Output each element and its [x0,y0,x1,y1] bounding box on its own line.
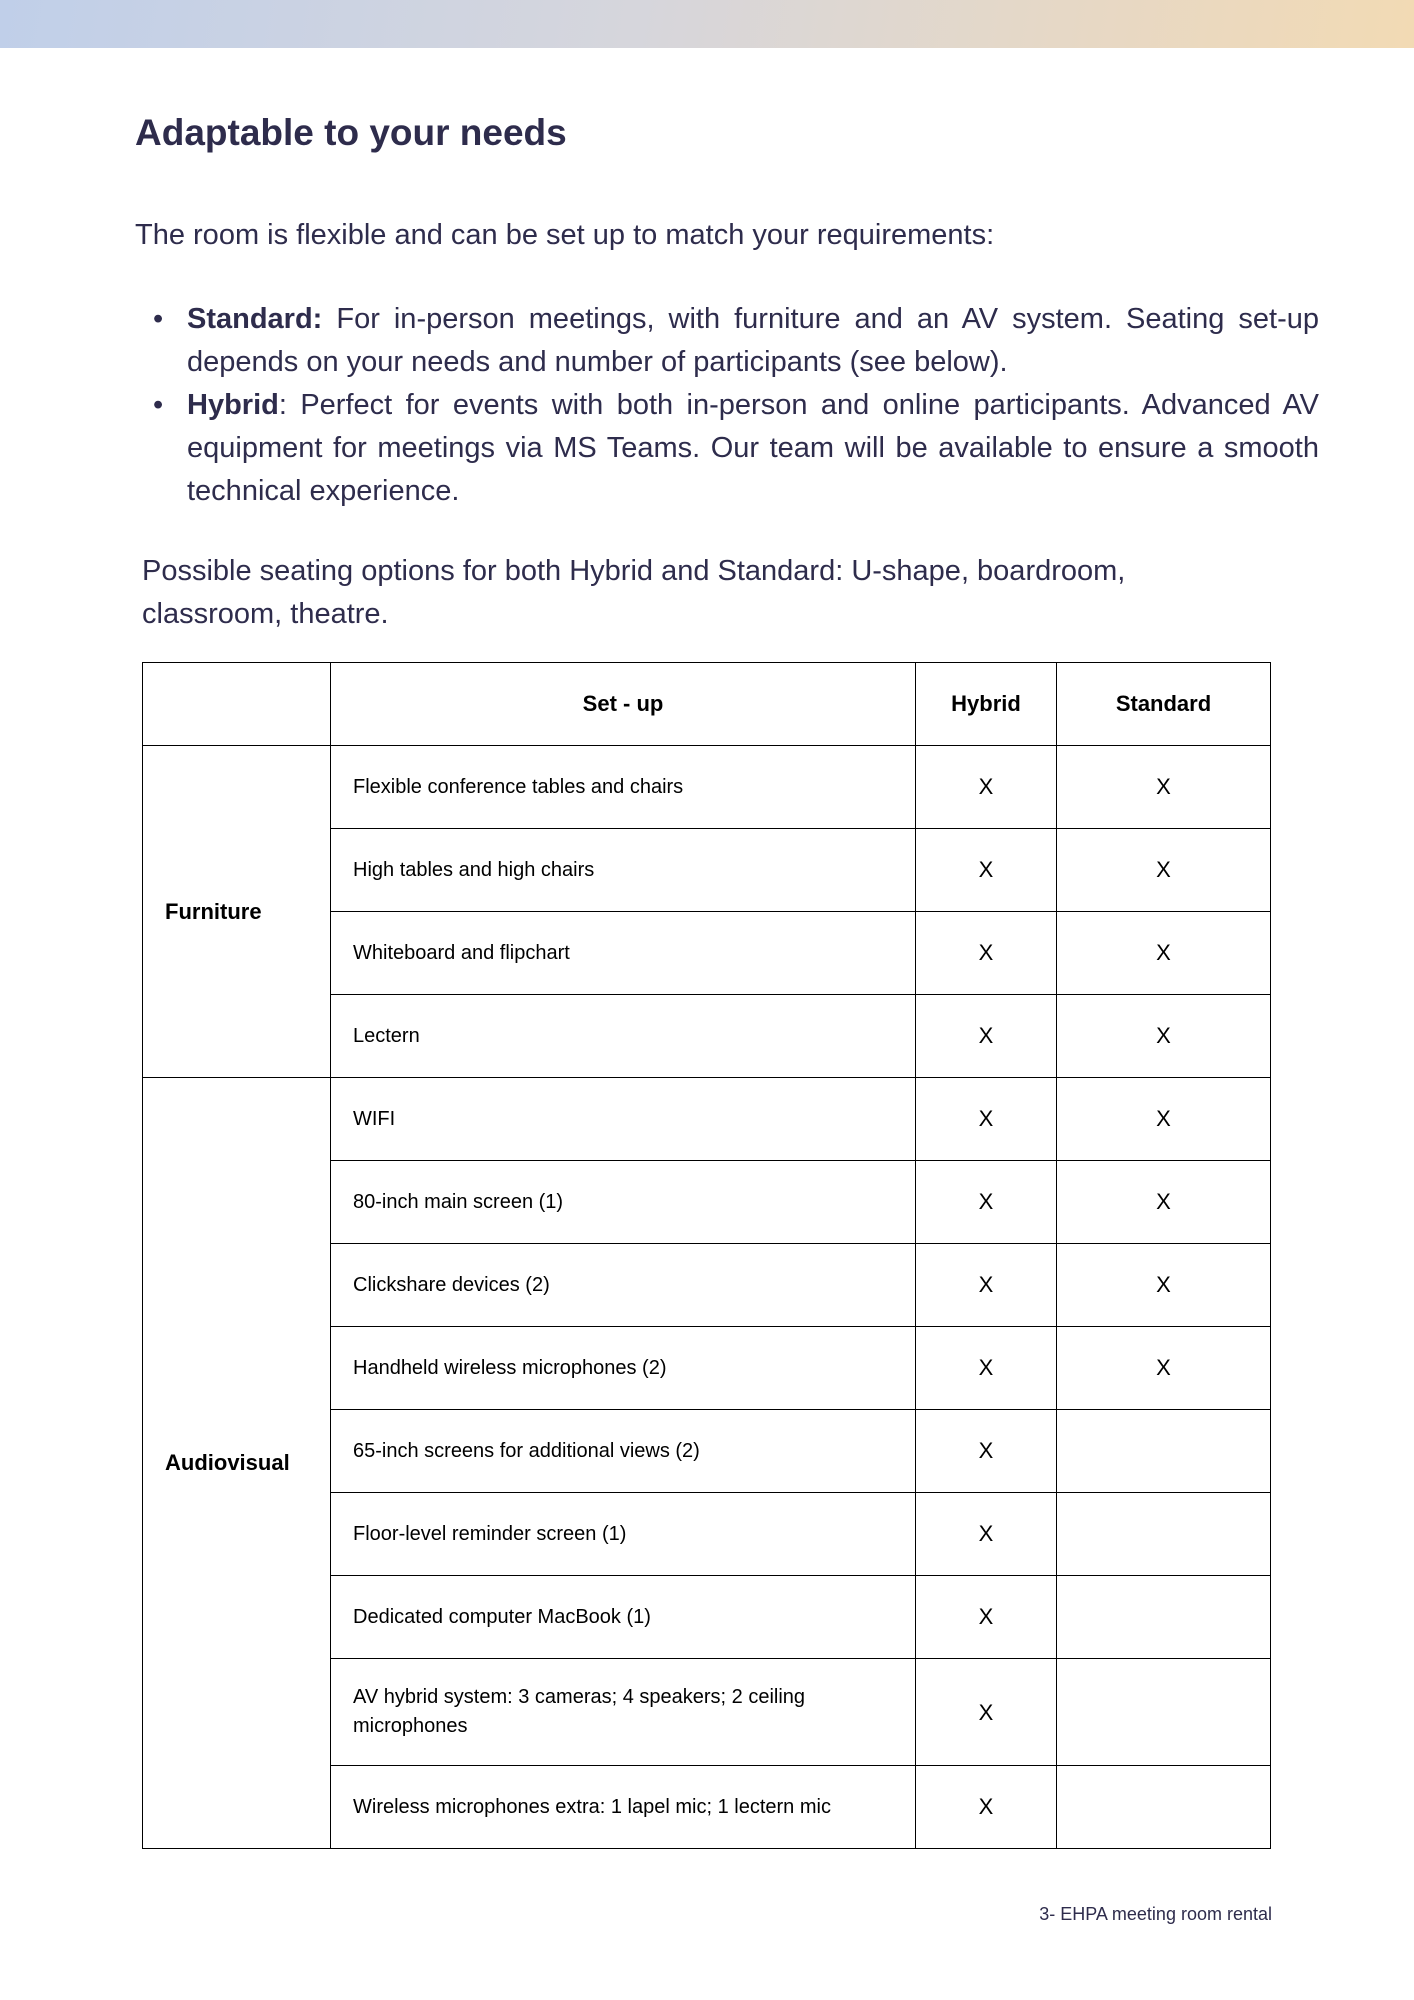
hybrid-cell: X [915,1077,1057,1161]
setup-item-cell: High tables and high chairs [330,828,916,912]
setup-item-cell: AV hybrid system: 3 cameras; 4 speakers;… [330,1658,916,1766]
hybrid-cell: X [915,1658,1057,1766]
standard-cell: X [1056,745,1271,829]
bullet-icon: • [153,389,164,421]
page-title: Adaptable to your needs [135,112,567,153]
table-row: Whiteboard and flipchart X X [143,911,1271,995]
table-row: Furniture Flexible conference tables and … [142,745,1271,1078]
bullet-text: For in-person meetings, with furniture a… [187,303,1319,378]
header-standard: Standard [1056,662,1271,746]
table-row: Clickshare devices (2) X X [143,1243,1271,1327]
table-row: AV hybrid system: 3 cameras; 4 speakers;… [143,1658,1271,1766]
table-row: High tables and high chairs X X [143,828,1271,912]
standard-cell: X [1056,828,1271,912]
standard-cell [1056,1409,1271,1493]
setup-item-cell: Wireless microphones extra: 1 lapel mic;… [330,1765,916,1849]
table-header-row: Set - up Hybrid Standard [142,662,1271,746]
standard-cell: X [1056,911,1271,995]
setup-table: Set - up Hybrid Standard Furniture Flexib… [142,662,1271,1849]
hybrid-cell: X [915,745,1057,829]
seating-options-text: Possible seating options for both Hybrid… [142,555,1126,630]
bullet-term: Standard: [187,303,323,335]
list-item-standard: • Standard: For in-person meetings, with … [153,298,1319,384]
header-hybrid: Hybrid [915,662,1057,746]
category-cell: Audiovisual [142,1077,331,1849]
setup-item-cell: 65-inch screens for additional views (2) [330,1409,916,1493]
hybrid-cell: X [915,1409,1057,1493]
table-row: Dedicated computer MacBook (1) X [143,1575,1271,1659]
table-row: Floor-level reminder screen (1) X [143,1492,1271,1576]
hybrid-cell: X [915,1160,1057,1244]
intro-text: The room is flexible and can be set up t… [135,219,995,251]
bullet-term: Hybrid [187,389,279,421]
setup-item-cell: Whiteboard and flipchart [330,911,916,995]
hybrid-cell: X [915,1765,1057,1849]
setup-item-cell: Flexible conference tables and chairs [330,745,916,829]
category-cell: Furniture [142,745,331,1078]
hybrid-cell: X [915,1326,1057,1410]
standard-cell: X [1056,994,1271,1078]
setup-item-cell: Clickshare devices (2) [330,1243,916,1327]
setup-item-cell: Dedicated computer MacBook (1) [330,1575,916,1659]
table-row: Wireless microphones extra: 1 lapel mic;… [143,1765,1271,1849]
standard-cell [1056,1765,1271,1849]
hybrid-cell: X [915,1492,1057,1576]
standard-cell [1056,1492,1271,1576]
setup-item-cell: Lectern [330,994,916,1078]
header-gradient-bar [0,0,1414,48]
table-row: Handheld wireless microphones (2) X X [143,1326,1271,1410]
standard-cell: X [1056,1326,1271,1410]
page-footer: 3- EHPA meeting room rental [1039,1904,1272,1924]
table-row: Lectern X X [143,994,1271,1078]
setup-item-cell: 80-inch main screen (1) [330,1160,916,1244]
bullet-icon: • [153,303,164,335]
standard-cell [1056,1658,1271,1766]
table-row: Audiovisual WIFI X X [142,1077,1271,1849]
hybrid-cell: X [915,1243,1057,1327]
header-category [142,662,331,746]
setup-item-cell: Floor-level reminder screen (1) [330,1492,916,1576]
standard-cell: X [1056,1077,1271,1161]
list-item-hybrid: • Hybrid: Perfect for events with both in… [153,384,1319,513]
hybrid-cell: X [915,911,1057,995]
setup-item-cell: Handheld wireless microphones (2) [330,1326,916,1410]
table-row: 65-inch screens for additional views (2)… [143,1409,1271,1493]
hybrid-cell: X [915,1575,1057,1659]
standard-cell: X [1056,1243,1271,1327]
hybrid-cell: X [915,994,1057,1078]
bullet-text: : Perfect for events with both in-person… [187,389,1319,507]
setup-item-cell: WIFI [330,1077,916,1161]
setup-options-list: • Standard: For in-person meetings, with … [135,298,1319,513]
header-setup: Set - up [330,662,916,746]
hybrid-cell: X [915,828,1057,912]
table-row: 80-inch main screen (1) X X [143,1160,1271,1244]
standard-cell [1056,1575,1271,1659]
standard-cell: X [1056,1160,1271,1244]
